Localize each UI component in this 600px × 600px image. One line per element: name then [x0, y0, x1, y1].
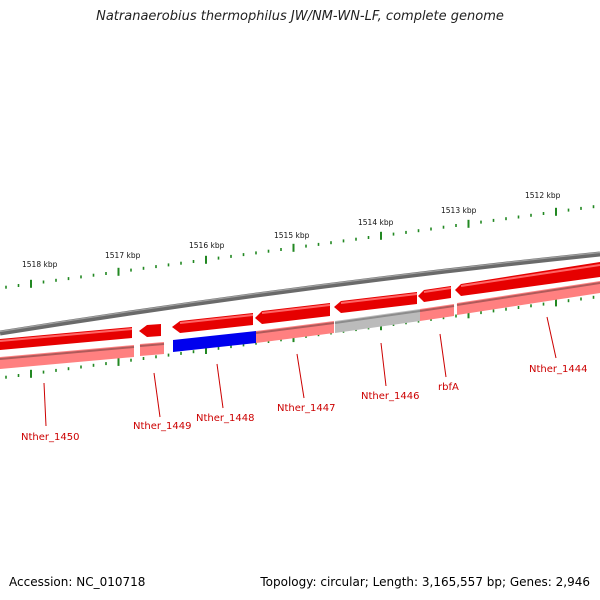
reverse-strand-track	[0, 281, 600, 369]
accession-text: Accession: NC_010718	[9, 575, 146, 589]
outer-tick-ring	[5, 205, 595, 289]
topology-text: Topology: circular; Length: 3,165,557 bp…	[260, 575, 590, 589]
forward-track-sheen	[0, 264, 600, 342]
gene-label-nther-1449[interactable]: Nther_1449	[133, 421, 191, 432]
reverse-track-shadow-gray	[334, 310, 421, 324]
gene-label-nther-1448[interactable]: Nther_1448	[196, 413, 254, 424]
genome-backbone-highlight	[0, 251, 600, 333]
forward-strand-track	[0, 262, 600, 350]
map-title: Natranaerobius thermophilus JW/NM-WN-LF,…	[96, 9, 504, 24]
gene-nther-1447-forward[interactable]	[255, 303, 330, 324]
scale-label-1515: 1515 kbp	[274, 231, 310, 240]
gene-label-nther-1450[interactable]: Nther_1450	[21, 432, 79, 443]
scale-label-1512: 1512 kbp	[525, 191, 561, 200]
gene-nther-1448-reverse[interactable]	[173, 331, 256, 352]
scale-label-1517: 1517 kbp	[105, 251, 141, 260]
gene-label-nther-1446[interactable]: Nther_1446	[361, 391, 419, 402]
scale-label-1516: 1516 kbp	[189, 241, 225, 250]
scale-label-1518: 1518 kbp	[22, 260, 58, 269]
scale-labels: 1518 kbp 1517 kbp 1516 kbp 1515 kbp 1514…	[22, 191, 561, 269]
gene-label-nther-1444[interactable]: Nther_1444	[529, 364, 587, 375]
gene-leader-lines	[43, 316, 557, 427]
reverse-track-shadow	[0, 282, 600, 360]
gene-label-nther-1447[interactable]: Nther_1447	[277, 403, 335, 414]
scale-label-1514: 1514 kbp	[358, 218, 394, 227]
gene-nther-1449-forward[interactable]	[139, 324, 161, 337]
genome-backbone	[0, 251, 600, 336]
scale-label-1513: 1513 kbp	[441, 206, 477, 215]
gene-label-rbfA[interactable]: rbfA	[438, 382, 459, 393]
gene-labels: Nther_1450 Nther_1449 Nther_1448 Nther_1…	[21, 364, 587, 443]
